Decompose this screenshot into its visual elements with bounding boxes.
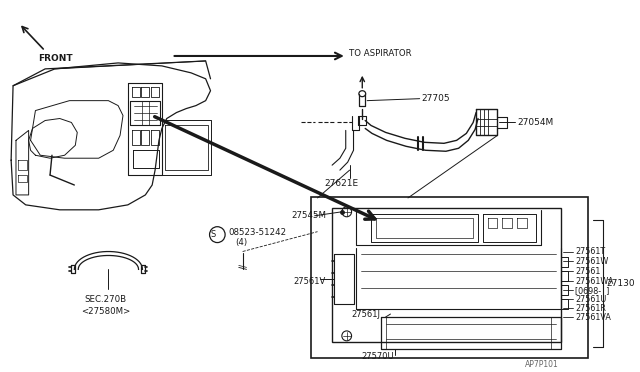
Text: [0698-  ]: [0698- ] bbox=[575, 286, 610, 295]
Text: <27580M>: <27580M> bbox=[81, 307, 131, 315]
Text: SEC.270B: SEC.270B bbox=[84, 295, 126, 304]
Text: TO ASPIRATOR: TO ASPIRATOR bbox=[349, 48, 412, 58]
Text: 08523-51242: 08523-51242 bbox=[228, 228, 286, 237]
Text: 27561J: 27561J bbox=[351, 310, 381, 318]
Text: 27561T: 27561T bbox=[575, 247, 605, 256]
Text: 27561VA: 27561VA bbox=[575, 312, 611, 321]
Text: 27561R: 27561R bbox=[575, 304, 606, 312]
Text: 27621E: 27621E bbox=[324, 179, 358, 187]
Text: 27561W: 27561W bbox=[575, 257, 609, 266]
Text: 27561WA: 27561WA bbox=[575, 277, 614, 286]
Text: AP7P101: AP7P101 bbox=[525, 360, 559, 369]
Text: 27561: 27561 bbox=[575, 267, 601, 276]
Text: 27570U: 27570U bbox=[362, 352, 394, 361]
Bar bbox=[332, 208, 561, 342]
Text: S: S bbox=[211, 230, 216, 239]
Bar bbox=[310, 197, 588, 358]
Text: (4): (4) bbox=[235, 238, 247, 247]
Text: FRONT: FRONT bbox=[38, 54, 73, 64]
Text: 27545M: 27545M bbox=[291, 211, 326, 220]
Text: 27054M: 27054M bbox=[517, 118, 553, 127]
Text: 27705: 27705 bbox=[422, 94, 450, 103]
Text: 27130: 27130 bbox=[607, 279, 635, 288]
Ellipse shape bbox=[359, 91, 365, 97]
Text: 27561U: 27561U bbox=[575, 295, 607, 304]
Text: 27561V: 27561V bbox=[293, 277, 326, 286]
